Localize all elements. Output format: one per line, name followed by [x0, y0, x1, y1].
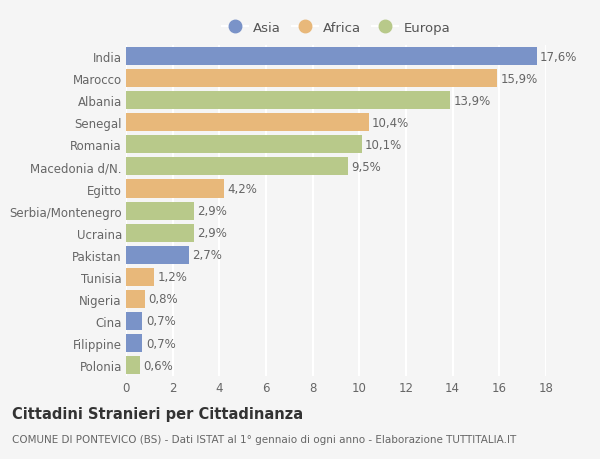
Text: 1,2%: 1,2% — [157, 271, 187, 284]
Text: 15,9%: 15,9% — [500, 73, 538, 85]
Bar — [126, 92, 451, 110]
Bar — [126, 290, 145, 308]
Bar — [126, 224, 194, 242]
Text: 2,9%: 2,9% — [197, 205, 227, 218]
Text: 13,9%: 13,9% — [454, 95, 491, 107]
Text: 17,6%: 17,6% — [540, 50, 578, 63]
Bar — [126, 180, 224, 198]
Bar — [126, 312, 142, 330]
Bar — [126, 268, 154, 286]
Text: 10,4%: 10,4% — [372, 117, 409, 129]
Bar — [126, 136, 362, 154]
Bar — [126, 202, 194, 220]
Bar — [126, 246, 189, 264]
Text: 10,1%: 10,1% — [365, 139, 403, 151]
Text: 9,5%: 9,5% — [351, 161, 381, 174]
Text: 4,2%: 4,2% — [227, 183, 257, 196]
Bar — [126, 334, 142, 353]
Bar — [126, 70, 497, 88]
Text: Cittadini Stranieri per Cittadinanza: Cittadini Stranieri per Cittadinanza — [12, 406, 303, 421]
Text: 0,7%: 0,7% — [146, 315, 176, 328]
Text: 2,9%: 2,9% — [197, 227, 227, 240]
Text: 0,8%: 0,8% — [148, 293, 178, 306]
Bar — [126, 48, 536, 66]
Text: 0,7%: 0,7% — [146, 337, 176, 350]
Text: 2,7%: 2,7% — [193, 249, 223, 262]
Bar — [126, 114, 368, 132]
Legend: Asia, Africa, Europa: Asia, Africa, Europa — [219, 19, 453, 38]
Text: 0,6%: 0,6% — [143, 359, 173, 372]
Text: COMUNE DI PONTEVICO (BS) - Dati ISTAT al 1° gennaio di ogni anno - Elaborazione : COMUNE DI PONTEVICO (BS) - Dati ISTAT al… — [12, 434, 516, 444]
Bar — [126, 158, 347, 176]
Bar — [126, 356, 140, 375]
